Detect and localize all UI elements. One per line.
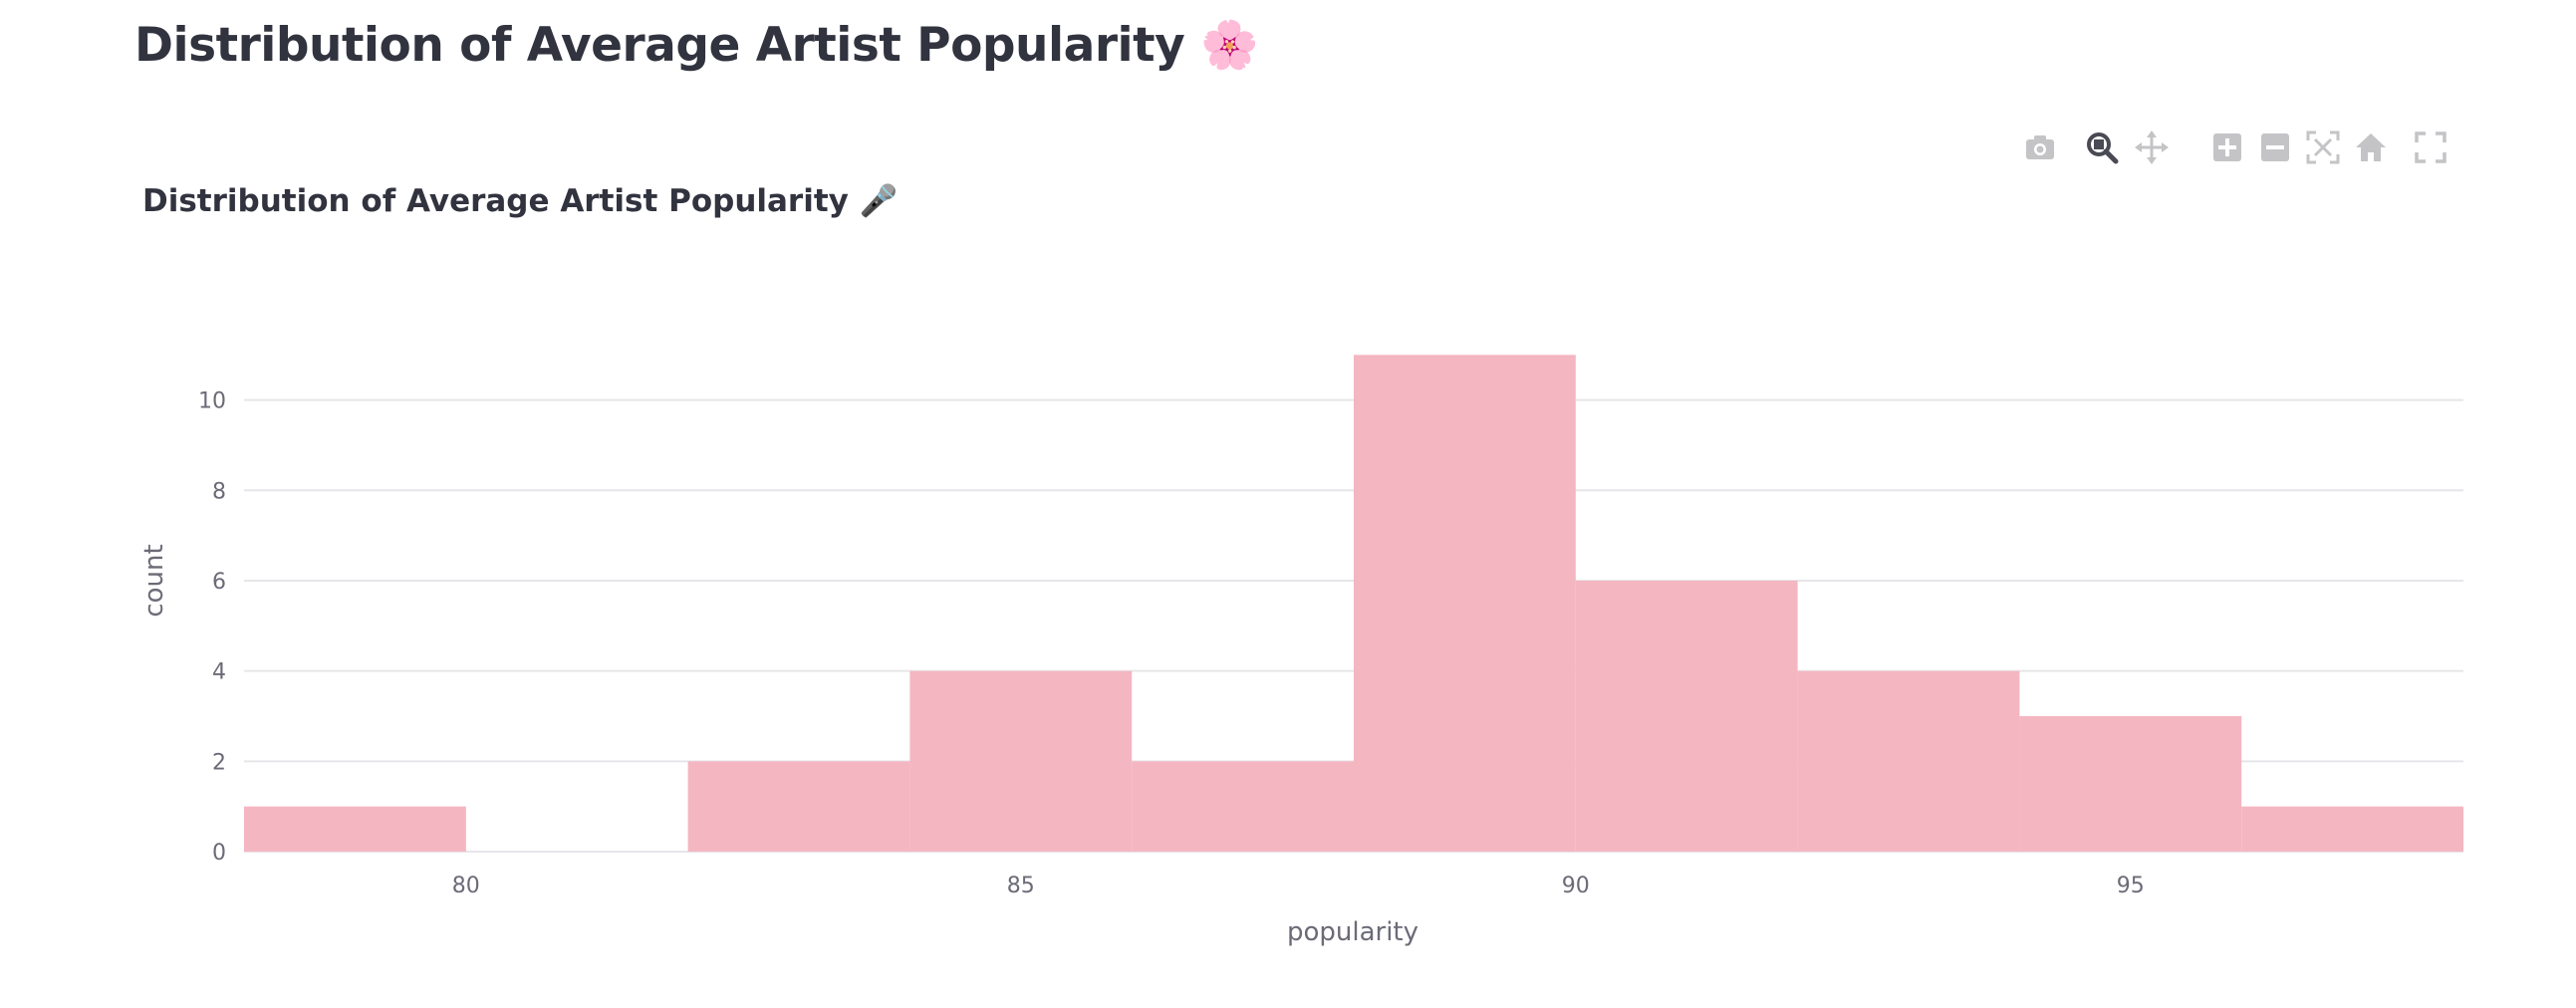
histogram-bar[interactable] [244, 806, 466, 852]
autoscale-icon[interactable] [2305, 129, 2341, 165]
bars [244, 355, 2463, 852]
camera-icon[interactable] [2022, 129, 2058, 165]
chart-title: Distribution of Average Artist Popularit… [142, 181, 898, 219]
x-tick-label: 85 [1007, 874, 1035, 898]
histogram-bar[interactable] [2241, 806, 2463, 852]
y-tick-label: 6 [212, 570, 226, 595]
histogram-chart: Distribution of Average Artist Popularit… [139, 181, 2463, 947]
page-title: Distribution of Average Artist Popularit… [134, 18, 1259, 73]
histogram-bar[interactable] [2019, 715, 2242, 852]
histogram-bar[interactable] [1132, 761, 1354, 852]
pan-icon[interactable] [2134, 129, 2170, 165]
y-tick-label: 10 [198, 389, 226, 414]
y-tick-label: 0 [212, 841, 226, 866]
x-tick-label: 90 [1562, 874, 1590, 898]
y-tick-labels: 0 2 4 6 8 10 [198, 389, 226, 866]
histogram-bar[interactable] [909, 670, 1133, 852]
histogram-bar[interactable] [687, 761, 910, 852]
histogram-bar[interactable] [1575, 580, 1798, 852]
home-icon[interactable] [2353, 129, 2389, 165]
zoom-out-icon[interactable] [2257, 129, 2293, 165]
zoom-icon[interactable] [2084, 129, 2120, 165]
x-axis-label: popularity [1287, 917, 1418, 947]
x-tick-label: 95 [2117, 874, 2145, 898]
histogram-bar[interactable] [1354, 355, 1576, 852]
y-tick-label: 2 [212, 750, 226, 775]
x-tick-label: 80 [452, 874, 480, 898]
zoom-in-icon[interactable] [2209, 129, 2245, 165]
x-tick-labels: 80 85 90 95 [452, 874, 2145, 898]
y-tick-label: 8 [212, 479, 226, 504]
fullscreen-icon[interactable] [2413, 129, 2448, 165]
y-axis-label: count [139, 544, 169, 617]
y-tick-label: 4 [212, 660, 226, 685]
histogram-bar[interactable] [1797, 670, 2020, 852]
chart-modebar [2022, 129, 2460, 169]
